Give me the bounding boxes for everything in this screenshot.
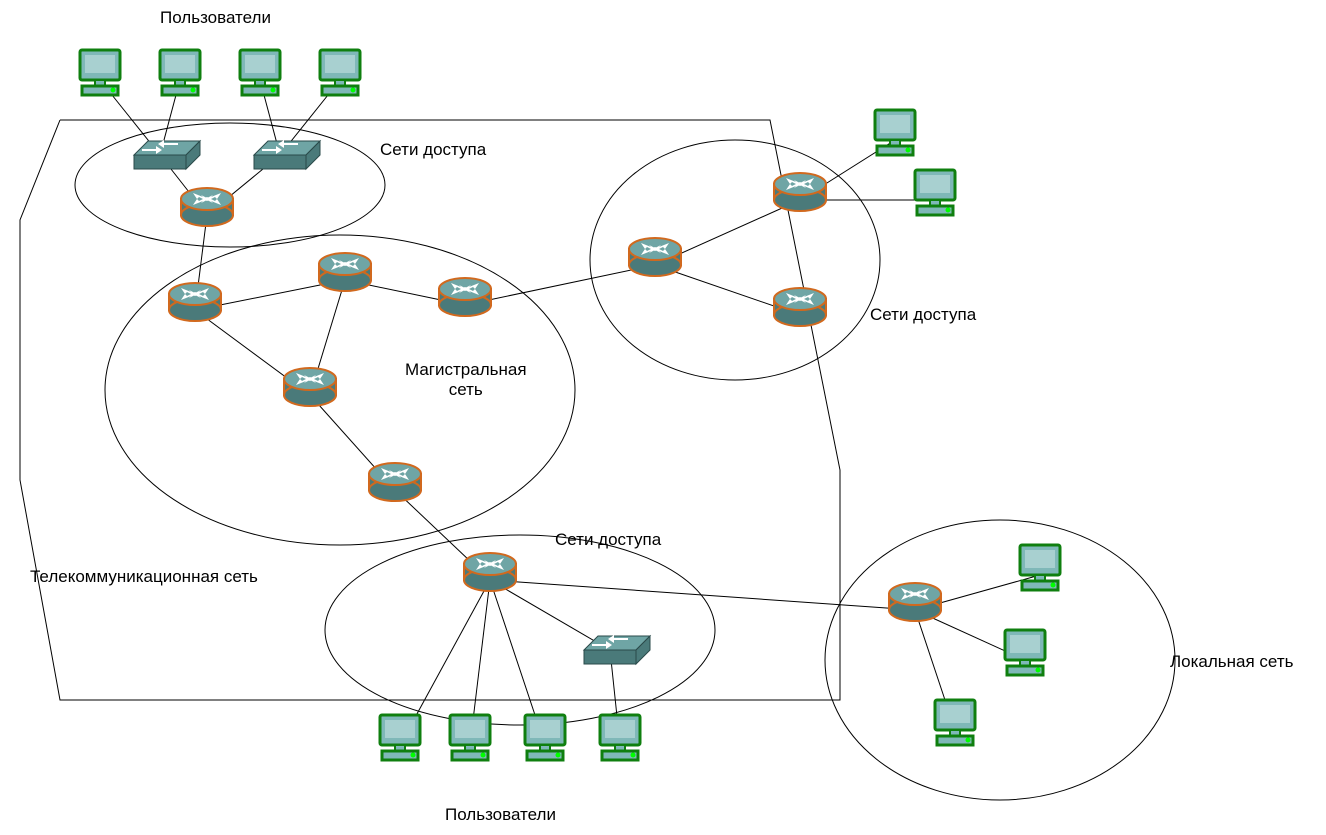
nodes-layer xyxy=(80,50,1060,760)
pc-top-4 xyxy=(320,50,360,95)
pc-lan-1 xyxy=(1020,545,1060,590)
r-right-bot xyxy=(774,288,826,326)
label-backbone: Магистральная сеть xyxy=(405,360,527,400)
label-lan: Локальная сеть xyxy=(1170,652,1293,672)
zone-ellipses-layer xyxy=(75,123,1175,800)
r-lan xyxy=(889,583,941,621)
label-users-top: Пользователи xyxy=(160,8,271,28)
r-right-top xyxy=(774,173,826,211)
pc-bot-3 xyxy=(525,715,565,760)
label-telecom: Телекоммуникационная сеть xyxy=(30,567,258,587)
r-top-left xyxy=(181,188,233,226)
sw-top-1 xyxy=(134,140,200,169)
edge-r-bb-right-r-right-left xyxy=(465,265,655,305)
label-access-top-left: Сети доступа xyxy=(380,140,486,160)
telecom-boundary-layer xyxy=(20,120,840,700)
r-bb-top xyxy=(319,253,371,291)
r-bb-right xyxy=(439,278,491,316)
label-users-bottom: Пользователи xyxy=(445,805,556,825)
pc-lan-3 xyxy=(935,700,975,745)
zone-access-bottom xyxy=(325,535,715,725)
pc-bot-4 xyxy=(600,715,640,760)
sw-bot xyxy=(584,635,650,664)
label-access-right: Сети доступа xyxy=(870,305,976,325)
zone-lan xyxy=(825,520,1175,800)
pc-top-3 xyxy=(240,50,280,95)
pc-bot-1 xyxy=(380,715,420,760)
zone-access-top-left xyxy=(75,123,385,247)
r-bb-left xyxy=(169,283,221,321)
r-bb-bottom xyxy=(369,463,421,501)
pc-bot-2 xyxy=(450,715,490,760)
telecom-boundary xyxy=(20,120,840,700)
pc-right-2 xyxy=(915,170,955,215)
r-access-bot xyxy=(464,553,516,591)
network-diagram xyxy=(0,0,1326,835)
pc-lan-2 xyxy=(1005,630,1045,675)
edge-r-access-bot-r-lan xyxy=(490,580,915,610)
edge-r-access-bot-sw-bot xyxy=(490,580,610,650)
pc-top-2 xyxy=(160,50,200,95)
edges-layer xyxy=(100,80,1040,745)
label-access-bottom: Сети доступа xyxy=(555,530,661,550)
r-right-left xyxy=(629,238,681,276)
sw-top-2 xyxy=(254,140,320,169)
r-bb-center xyxy=(284,368,336,406)
pc-top-1 xyxy=(80,50,120,95)
pc-right-1 xyxy=(875,110,915,155)
